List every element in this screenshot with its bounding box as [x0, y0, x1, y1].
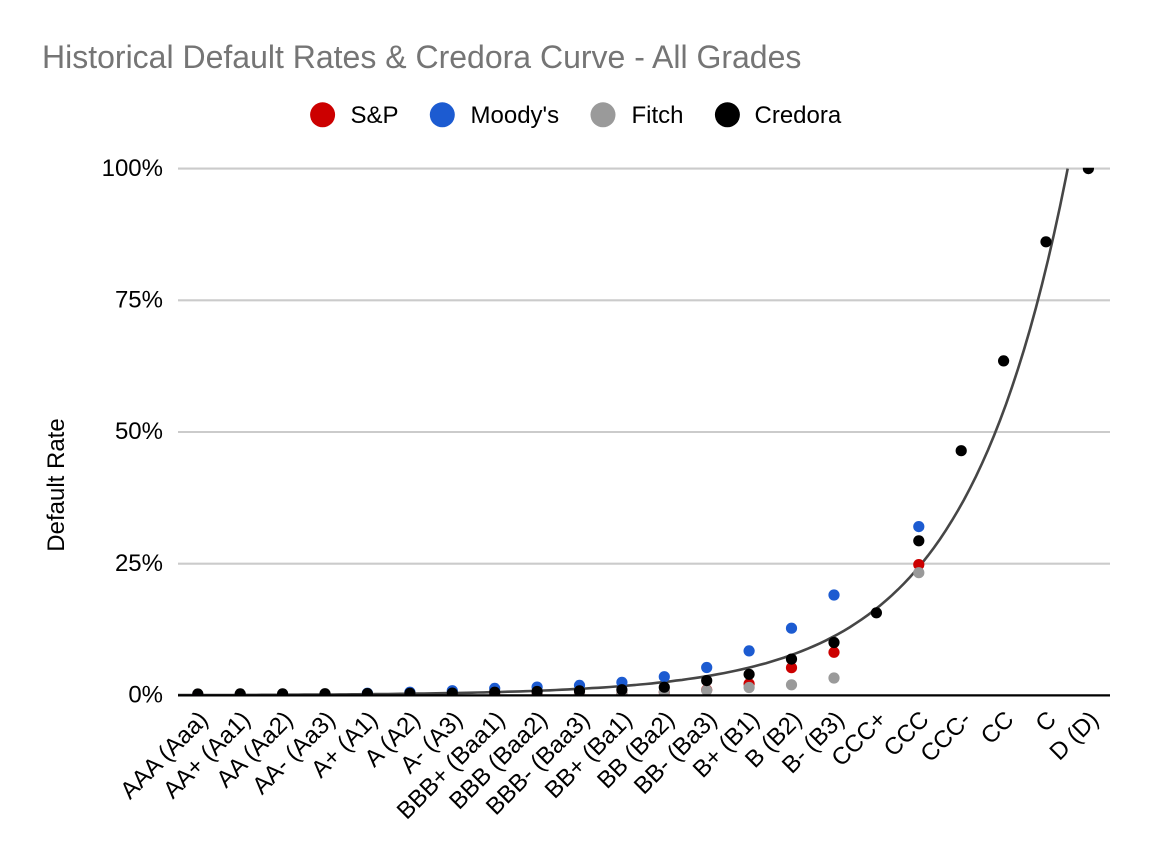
svg-text:75%: 75%	[115, 287, 163, 314]
svg-text:Credora: Credora	[755, 102, 842, 129]
svg-text:50%: 50%	[115, 418, 163, 445]
svg-text:Historical Default Rates & Cre: Historical Default Rates & Credora Curve…	[42, 39, 801, 75]
svg-text:0%: 0%	[128, 682, 163, 709]
svg-text:Moody's: Moody's	[471, 102, 560, 129]
svg-text:Default Rate: Default Rate	[43, 418, 70, 551]
svg-text:S&P: S&P	[351, 102, 399, 129]
svg-text:25%: 25%	[115, 550, 163, 577]
svg-text:100%: 100%	[102, 155, 163, 182]
svg-text:Fitch: Fitch	[632, 102, 684, 129]
